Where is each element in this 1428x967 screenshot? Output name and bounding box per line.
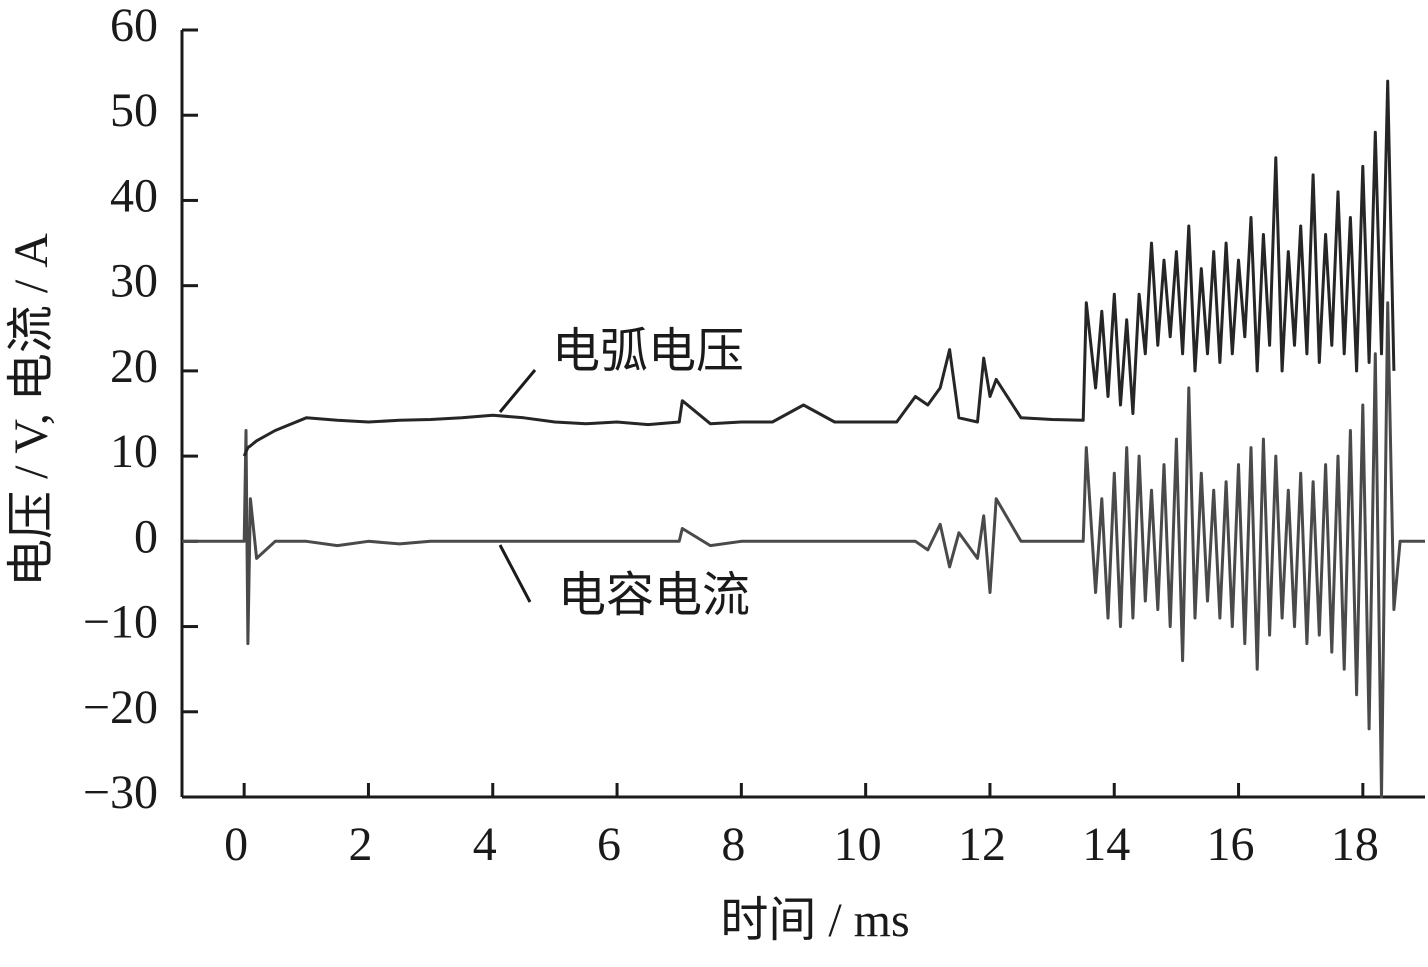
x-tick-label: 14: [1082, 818, 1130, 871]
y-tick-label: −10: [83, 596, 158, 649]
series-annotation: 电容电流: [558, 569, 750, 622]
x-tick-label: 18: [1331, 818, 1379, 871]
x-tick-label: 0: [224, 818, 248, 871]
leader-line: [498, 369, 537, 413]
y-tick-label: 60: [110, 0, 158, 52]
x-tick-label: 10: [834, 818, 882, 871]
y-tick-label: 40: [110, 169, 158, 222]
x-tick-label: 8: [721, 818, 745, 871]
y-tick-label: 20: [110, 340, 158, 393]
series-line: [242, 79, 1396, 457]
y-tick-label: 50: [110, 84, 158, 137]
x-tick-label: 16: [1207, 818, 1255, 871]
x-axis-label: 时间 / ms: [720, 894, 909, 947]
y-tick-label: 30: [110, 255, 158, 308]
y-tick-label: −30: [83, 766, 158, 819]
y-tick-label: 0: [134, 510, 158, 563]
x-tick-label: 4: [473, 818, 497, 871]
x-tick-label: 2: [348, 818, 372, 871]
x-tick-label: 6: [597, 818, 621, 871]
y-tick-label: −20: [83, 681, 158, 734]
x-tick-label: 12: [958, 818, 1006, 871]
series-line: [182, 301, 1425, 799]
y-tick-label: 10: [110, 425, 158, 478]
series-annotation: 电弧电压: [552, 325, 744, 378]
leader-line: [498, 544, 532, 603]
y-axis-label: 电压 / V, 电流 / A: [5, 233, 58, 587]
